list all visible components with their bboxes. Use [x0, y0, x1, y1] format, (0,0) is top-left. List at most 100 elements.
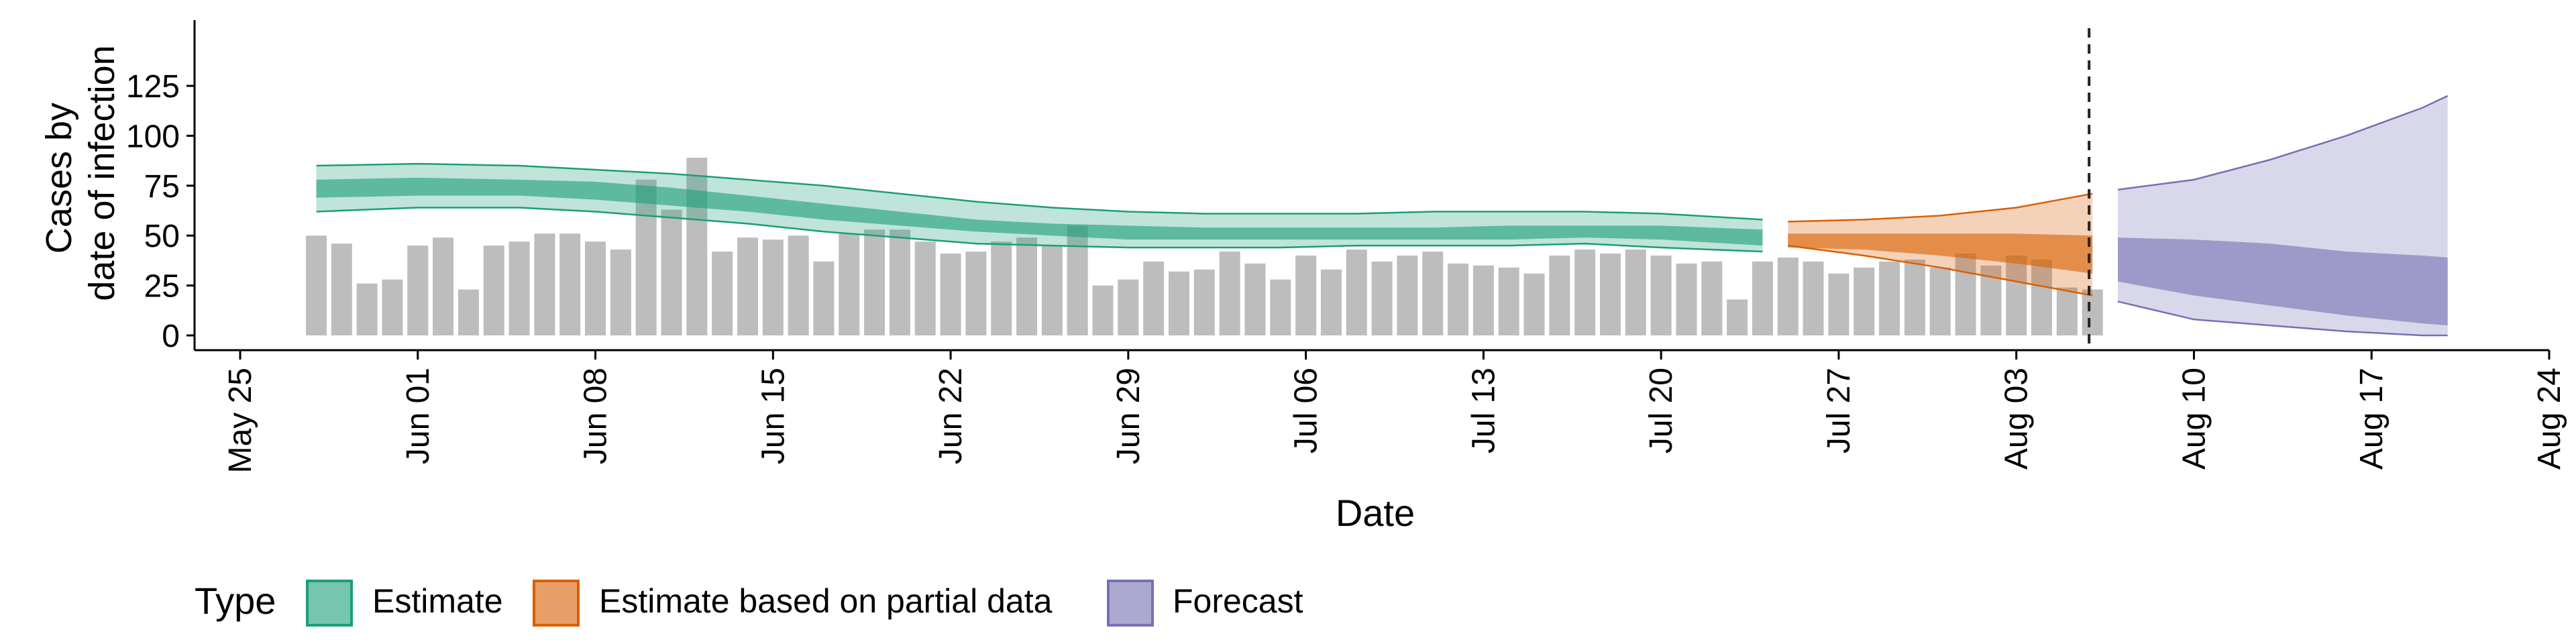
forecast-outer-band-lower-edge [2117, 301, 2448, 337]
case-bar [762, 239, 784, 335]
y-axis-title-line-1: Cases by [39, 103, 79, 254]
x-tick-label: Jul 06 [1289, 368, 1324, 453]
case-bar [1625, 250, 1646, 335]
case-bar [1371, 261, 1393, 335]
case-bar [686, 158, 708, 336]
case-bar [1346, 250, 1367, 335]
case-bar [839, 233, 860, 335]
bars-layer [305, 158, 2103, 336]
case-bar [305, 235, 327, 335]
x-axis-ticks: May 25 Jun 01 Jun 08 Jun 15 Jun 22 Jun 29 Jul … [223, 350, 2567, 473]
estimate-inner-band [316, 177, 1763, 246]
case-bar [661, 209, 682, 335]
legend-key-forecast [1107, 580, 1154, 627]
case-bar [1422, 252, 1444, 335]
y-tick-label: 100 [126, 119, 180, 154]
case-bar [914, 241, 936, 335]
x-tick-label: Jul 13 [1466, 368, 1501, 453]
ribbons-layer [316, 95, 2449, 337]
case-bar [1955, 253, 1976, 335]
x-tick-label: Jun 01 [400, 368, 436, 464]
case-bar [1244, 263, 1266, 335]
case-bar [1904, 259, 1925, 335]
forecast-outer-band-upper-edge [2117, 95, 2449, 191]
case-bar [1092, 285, 1114, 335]
case-bar [813, 261, 835, 335]
case-bar [1295, 255, 1317, 335]
estimate-based-on-partial-data-outer-band-upper-edge [1788, 193, 2093, 223]
x-tick-label: May 25 [223, 368, 258, 473]
x-tick-label: Jun 29 [1111, 368, 1146, 464]
legend-title: Type [195, 580, 276, 622]
case-bar [1828, 273, 1849, 335]
x-tick-label: Aug 03 [1999, 368, 2035, 470]
case-bar [1270, 279, 1291, 335]
case-bar [1041, 246, 1063, 335]
case-bar [1777, 257, 1799, 335]
estimate-based-on-partial-data-outer-band-lower-edge [1788, 244, 2093, 297]
case-bar [1118, 279, 1139, 335]
case-bar [1879, 261, 1900, 335]
x-tick-label: Jun 22 [933, 368, 969, 464]
y-tick-label: 125 [126, 69, 180, 105]
case-bar [1854, 267, 1875, 335]
case-bar [483, 246, 504, 335]
forecast-inner-band [2117, 237, 2448, 326]
x-tick-label: Aug 17 [2354, 368, 2390, 470]
case-bar [1650, 255, 1672, 335]
case-bar [1929, 267, 1951, 335]
case-bar [1320, 269, 1342, 335]
case-bar [433, 237, 454, 335]
case-bar [635, 179, 657, 335]
y-axis-title-line-2: date of infection [82, 45, 122, 301]
case-bar [1219, 252, 1240, 335]
y-tick-label: 0 [162, 319, 180, 354]
case-bar [1067, 225, 1088, 335]
case-bar [1676, 263, 1697, 335]
case-bar [508, 241, 530, 335]
case-bar [331, 244, 352, 335]
case-bar [1523, 273, 1545, 335]
case-bar [1472, 265, 1494, 335]
case-bar [356, 283, 378, 335]
x-tick-label: Jun 15 [755, 368, 791, 464]
legend-label-estimate: Estimate [372, 582, 503, 620]
case-bar [864, 229, 885, 335]
legend-label-partial: Estimate based on partial data [599, 582, 1053, 620]
case-bar [2006, 255, 2027, 335]
x-tick-label: Aug 24 [2532, 368, 2567, 470]
case-bar [382, 279, 403, 335]
case-bar [1701, 261, 1723, 335]
estimate-outer-band-upper-edge [316, 162, 1763, 221]
case-bar [2031, 259, 2053, 335]
case-bar [585, 241, 606, 335]
case-bar [737, 237, 758, 335]
legend-label-forecast: Forecast [1173, 582, 1303, 620]
case-bar [788, 235, 809, 335]
case-bar [1448, 263, 1469, 335]
case-bar [458, 289, 479, 335]
estimate-based-on-partial-data-inner-band [1788, 233, 2093, 274]
legend: Type Estimate Estimate based on partial … [195, 580, 1303, 627]
case-bar [1727, 299, 1748, 335]
case-bar [1599, 253, 1621, 335]
case-bar [534, 233, 555, 335]
case-bar [1193, 269, 1215, 335]
y-tick-label: 25 [144, 269, 180, 305]
case-bar [1549, 255, 1570, 335]
case-bar [1016, 237, 1038, 335]
y-axis-ticks: 0 25 50 75 100 125 [126, 69, 195, 354]
case-bar [712, 252, 733, 335]
y-tick-label: 50 [144, 219, 180, 254]
case-bar [610, 250, 631, 335]
x-tick-label: Jul 27 [1821, 368, 1857, 453]
y-axis-title: Cases by date of infection [39, 45, 122, 301]
legend-key-partial [533, 580, 580, 627]
x-tick-label: Aug 10 [2176, 368, 2212, 470]
case-bar [559, 233, 581, 335]
case-bar [1168, 271, 1190, 335]
case-bar [965, 252, 987, 335]
case-bar [1143, 261, 1165, 335]
case-bar [1498, 267, 1519, 335]
